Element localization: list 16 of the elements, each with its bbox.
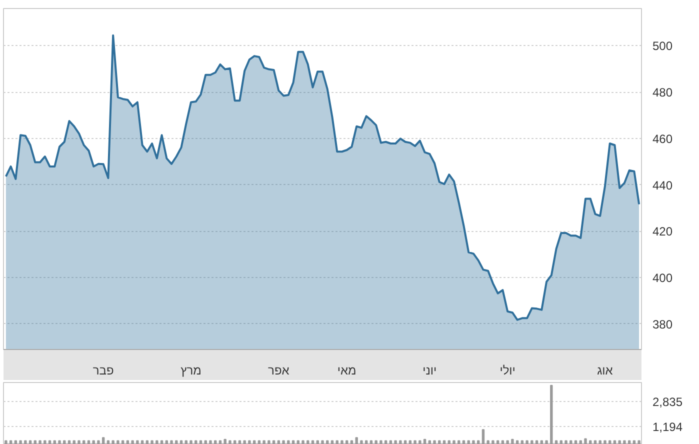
x-tick-label: יולי	[500, 364, 516, 378]
y-tick-label: 2,835	[652, 394, 683, 409]
x-tick-label: פבר	[92, 364, 114, 378]
y-tick-label: 480	[652, 86, 673, 100]
y-tick-label: 400	[652, 271, 673, 286]
y-tick-label: 1,194	[652, 420, 683, 434]
x-tick-label: יוני	[422, 364, 437, 378]
y-tick-label: 460	[652, 132, 673, 146]
x-tick-label: אוג	[597, 364, 614, 378]
x-tick-label: מאי	[337, 364, 356, 378]
x-tick-label: מרץ	[180, 364, 202, 378]
y-tick-label: 440	[652, 178, 673, 192]
y-tick-label: 420	[652, 224, 673, 239]
y-tick-label: 380	[652, 317, 673, 332]
y-tick-label: 500	[652, 39, 673, 54]
x-tick-label: אפר	[268, 364, 290, 378]
